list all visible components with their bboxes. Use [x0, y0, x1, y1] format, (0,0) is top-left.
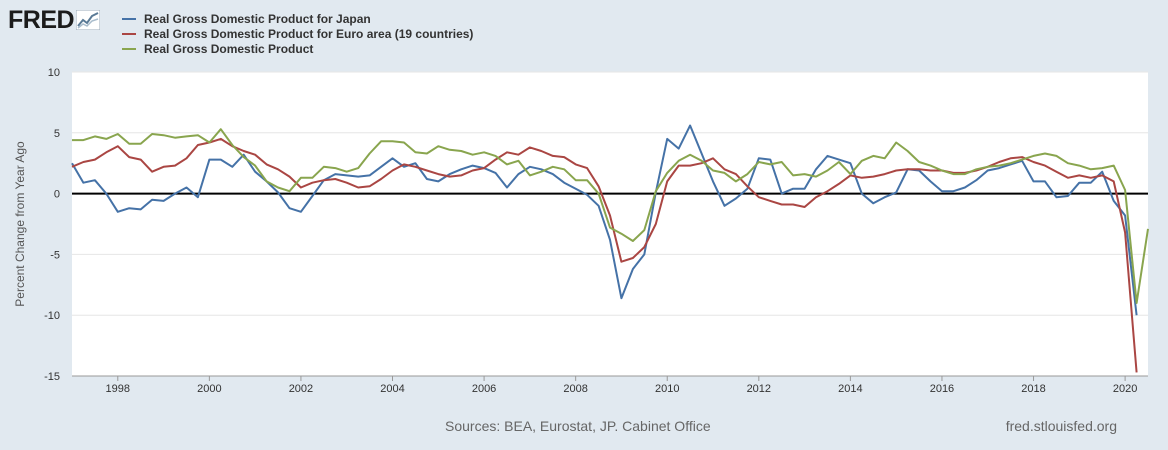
site-link[interactable]: fred.stlouisfed.org — [1005, 418, 1117, 434]
x-tick-label: 2006 — [472, 383, 496, 395]
y-tick-label: -10 — [44, 310, 60, 322]
legend-item-japan[interactable]: Real Gross Domestic Product for Japan — [122, 11, 473, 26]
x-tick-label: 2002 — [289, 383, 313, 395]
y-tick-labels: 10 5 0 -5 -10 -15 — [44, 67, 60, 383]
legend-label-us: Real Gross Domestic Product — [144, 41, 314, 56]
y-tick-label: 0 — [54, 189, 60, 201]
legend-swatch-japan — [122, 17, 136, 20]
x-tick-label: 2012 — [747, 383, 771, 395]
chart-trend-icon — [76, 10, 101, 30]
series-line-2 — [72, 128, 1149, 304]
x-tick-labels: 1998 2000 2002 2004 2006 2008 2010 2012 2014 2016… — [106, 383, 1138, 395]
series-line-0 — [71, 124, 1138, 316]
gridlines — [72, 71, 1148, 381]
y-axis-label: Percent Change from Year Ago — [13, 141, 27, 307]
plot-area-background — [72, 72, 1148, 376]
x-tick-label: 2014 — [838, 383, 862, 395]
legend-swatch-us — [122, 47, 136, 50]
y-tick-label: 10 — [48, 67, 60, 79]
chart-legend: Real Gross Domestic Product for Japan Re… — [122, 11, 473, 56]
x-tick-label: 2020 — [1113, 383, 1137, 395]
fred-logo-text: FRED — [8, 6, 75, 34]
x-tick-label: 2004 — [380, 383, 404, 395]
legend-label-japan: Real Gross Domestic Product for Japan — [144, 11, 371, 26]
legend-item-euro-area[interactable]: Real Gross Domestic Product for Euro are… — [122, 26, 473, 41]
x-tick-label: 2018 — [1021, 383, 1045, 395]
y-tick-label: -15 — [44, 371, 60, 383]
x-tick-label: 1998 — [106, 383, 130, 395]
series-lines — [71, 124, 1149, 373]
y-tick-label: -5 — [50, 249, 60, 261]
x-tick-label: 2016 — [930, 383, 954, 395]
series-line-1 — [71, 137, 1138, 373]
x-tick-label: 2000 — [197, 383, 221, 395]
legend-item-us[interactable]: Real Gross Domestic Product — [122, 41, 473, 56]
x-tick-label: 2010 — [655, 383, 679, 395]
line-chart: 10 5 0 -5 -10 -15 1998 2000 2002 2004 2006 2008 201… — [13, 67, 1149, 395]
legend-label-euro-area: Real Gross Domestic Product for Euro are… — [144, 26, 474, 41]
fred-logo[interactable]: FRED — [8, 6, 101, 34]
sources-note: Sources: BEA, Eurostat, JP. Cabinet Offi… — [445, 418, 711, 434]
legend-swatch-euro-area — [122, 32, 136, 35]
x-tick-label: 2008 — [563, 383, 587, 395]
y-tick-label: 5 — [54, 128, 60, 140]
